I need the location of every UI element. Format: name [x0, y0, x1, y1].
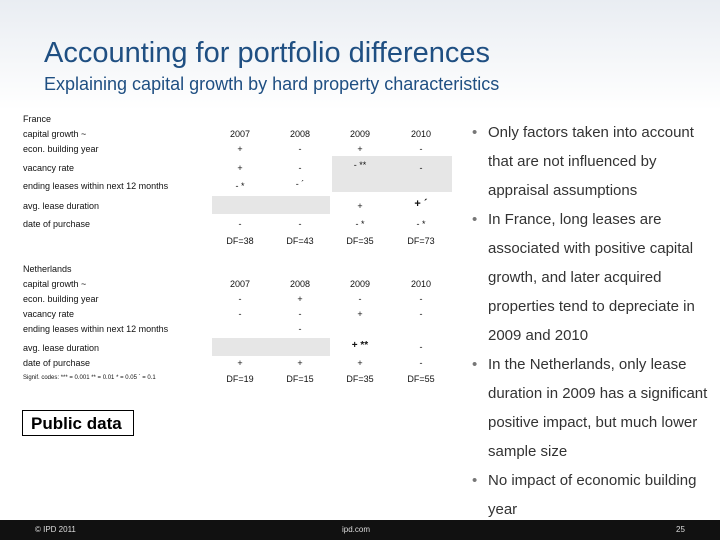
table-cell: - [298, 309, 302, 319]
footer-bar: © IPD 2011 ipd.com 25 [0, 520, 720, 540]
footer-copyright: © IPD 2011 [35, 525, 76, 534]
row-label: avg. lease duration [23, 343, 100, 353]
row-label: vacancy rate [23, 309, 75, 319]
table-cell: - [298, 219, 302, 229]
row-label: capital growth ~ [23, 279, 87, 289]
header-background [0, 0, 720, 110]
page-number: 25 [676, 525, 685, 534]
slide-title: Accounting for portfolio differences [44, 37, 491, 69]
row-label: ending leases within next 12 months [23, 324, 169, 334]
table-cell: + [237, 163, 243, 173]
table-cell: - ´ [295, 179, 305, 189]
bullet-text: No impact of economic building year [488, 472, 697, 518]
public-data-label: Public data [22, 410, 134, 436]
row-label: vacancy rate [23, 163, 75, 173]
row-label: date of purchase [23, 219, 91, 229]
table-cell: - * [355, 219, 365, 229]
bullet-text: In the Netherlands, only lease duration … [488, 356, 708, 460]
france-heading: France [23, 114, 52, 124]
year-header: 2008 [289, 279, 311, 289]
table-cell: + ´ [414, 198, 428, 210]
bullet-icon: • [472, 124, 478, 141]
table-cell: - * [235, 181, 245, 191]
table-cell: + [357, 201, 363, 211]
table-cell: - [419, 342, 423, 352]
table-cell: + ** [351, 340, 369, 351]
row-label: avg. lease duration [23, 201, 100, 211]
bullet-icon: • [472, 472, 478, 489]
row-label: ending leases within next 12 months [23, 181, 169, 191]
shaded-cell [212, 196, 330, 214]
table-cell: - [358, 294, 362, 304]
table-cell: - [238, 294, 242, 304]
bullet-item: • In the Netherlands, only lease duratio… [472, 350, 717, 466]
row-label: capital growth ~ [23, 129, 87, 139]
table-cell: + [357, 144, 363, 154]
df-value: DF=35 [346, 374, 374, 384]
table-cell: - [238, 219, 242, 229]
df-value: DF=55 [407, 374, 435, 384]
df-value: DF=15 [286, 374, 314, 384]
signif-codes: Signif. codes: *** = 0.001 ** = 0.01 * =… [23, 375, 156, 381]
df-value: DF=73 [407, 236, 435, 246]
bullet-icon: • [472, 211, 478, 228]
table-cell: + [237, 358, 243, 368]
shaded-cell [332, 174, 452, 192]
table-cell: + [297, 294, 303, 304]
year-header: 2008 [289, 129, 311, 139]
table-cell: - [298, 144, 302, 154]
df-value: DF=38 [226, 236, 254, 246]
table-cell: - [419, 309, 423, 319]
table-cell: - [298, 163, 302, 173]
table-cell: + [237, 144, 243, 154]
row-label: econ. building year [23, 144, 99, 154]
year-header: 2010 [410, 129, 432, 139]
table-cell: - [419, 294, 423, 304]
df-value: DF=43 [286, 236, 314, 246]
table-cell: - ** [353, 160, 367, 170]
df-value: DF=35 [346, 236, 374, 246]
table-cell: - [419, 144, 423, 154]
bullet-text: Only factors taken into account that are… [488, 124, 694, 199]
table-cell: + [297, 358, 303, 368]
slide-subtitle: Explaining capital growth by hard proper… [44, 74, 500, 94]
year-header: 2007 [229, 279, 251, 289]
bullet-item: • No impact of economic building year [472, 466, 717, 524]
table-cell: + [357, 309, 363, 319]
bullet-item: • Only factors taken into account that a… [472, 118, 717, 205]
year-header: 2009 [349, 129, 371, 139]
shaded-cell: - ** [332, 156, 452, 174]
bullet-list: • Only factors taken into account that a… [472, 118, 717, 524]
table-cell: - [419, 358, 423, 368]
row-label: econ. building year [23, 294, 99, 304]
bullet-item: • In France, long leases are associated … [472, 205, 717, 350]
df-value: DF=19 [226, 374, 254, 384]
table-cell: - [238, 309, 242, 319]
bullet-icon: • [472, 356, 478, 373]
table-cell: - * [416, 219, 426, 229]
year-header: 2009 [349, 279, 371, 289]
bullet-text: In France, long leases are associated wi… [488, 211, 695, 344]
table-cell: - [419, 163, 423, 173]
row-label: date of purchase [23, 358, 91, 368]
table-cell: - [298, 324, 302, 334]
year-header: 2007 [229, 129, 251, 139]
year-header: 2010 [410, 279, 432, 289]
table-cell: + [357, 358, 363, 368]
shaded-cell [212, 338, 330, 356]
footer-site: ipd.com [342, 525, 371, 534]
netherlands-heading: Netherlands [23, 264, 72, 274]
